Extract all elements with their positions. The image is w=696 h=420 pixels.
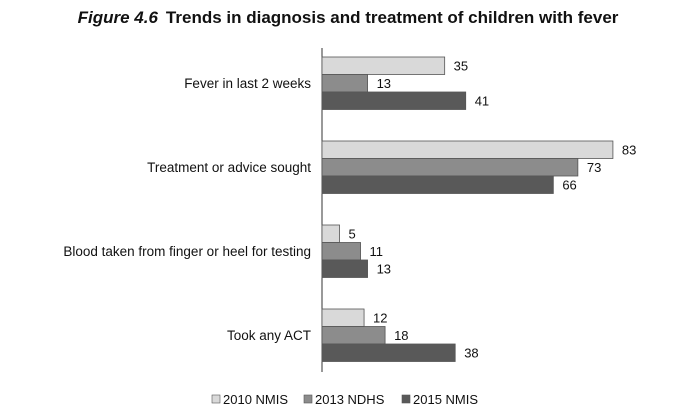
data-label: 13: [377, 76, 391, 91]
figure-title-text: Trends in diagnosis and treatment of chi…: [165, 8, 619, 27]
legend-swatch: [303, 394, 313, 404]
category-label: Blood taken from finger or heel for test…: [63, 244, 311, 259]
category-label: Treatment or advice sought: [147, 160, 311, 175]
legend-label: 2015 NMIS: [413, 392, 478, 407]
data-label: 66: [562, 178, 576, 193]
data-label: 83: [622, 143, 636, 158]
data-label: 5: [349, 227, 356, 242]
bar: [321, 74, 368, 93]
bar: [321, 56, 446, 75]
figure-number: Figure 4.6: [77, 8, 158, 27]
data-label: 11: [370, 244, 384, 259]
data-label: 73: [587, 160, 601, 175]
data-label: 18: [394, 328, 408, 343]
bar: [321, 259, 368, 278]
legend-label: 2013 NDHS: [315, 392, 385, 407]
bar: [321, 242, 361, 261]
data-label: 41: [475, 94, 489, 109]
bar: [321, 224, 340, 243]
bar: [321, 175, 554, 194]
data-label: 13: [377, 262, 391, 277]
bar: [321, 326, 386, 345]
data-label: 35: [454, 59, 468, 74]
legend-swatch: [401, 394, 411, 404]
bar: [321, 343, 456, 362]
data-label: 38: [464, 346, 478, 361]
category-label: Fever in last 2 weeks: [184, 76, 311, 91]
bar: [321, 91, 467, 110]
bar: [321, 158, 579, 177]
data-label: 12: [373, 311, 387, 326]
legend-label: 2010 NMIS: [223, 392, 288, 407]
bar: [321, 308, 365, 327]
legend-swatch: [211, 394, 221, 404]
bar: [321, 140, 614, 159]
figure-title: Figure 4.6 Trends in diagnosis and treatm…: [0, 8, 696, 28]
category-label: Took any ACT: [227, 328, 311, 343]
